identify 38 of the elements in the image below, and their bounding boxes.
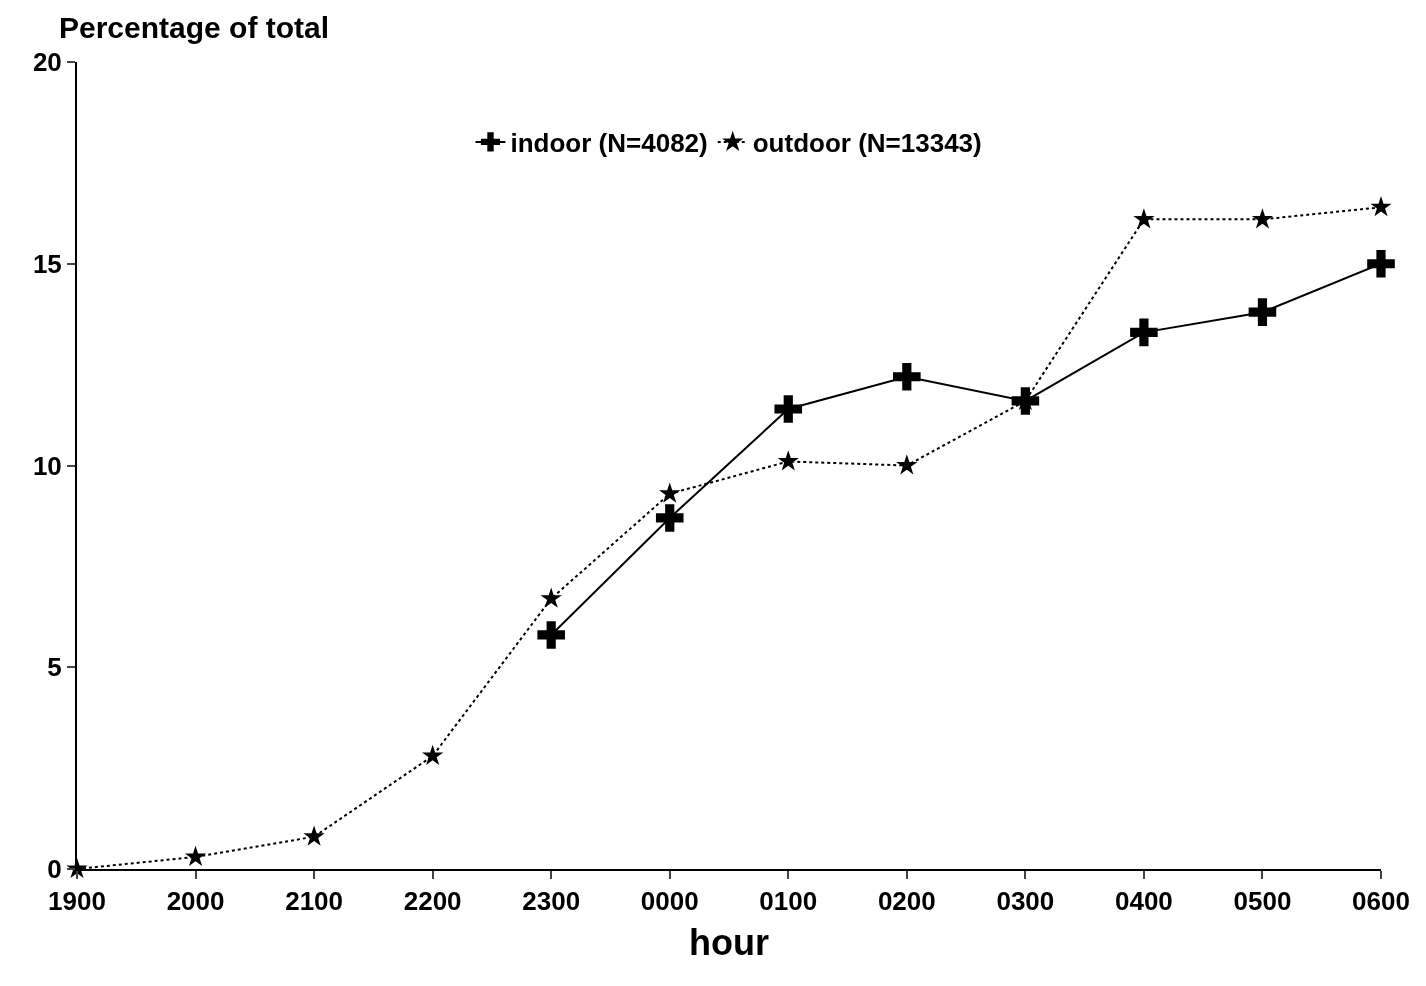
point <box>537 621 565 649</box>
x-tick-label: 2200 <box>403 886 462 917</box>
point <box>184 845 207 866</box>
legend-label: outdoor (N=13343) <box>752 128 982 159</box>
x-tick-label: 0000 <box>640 886 699 917</box>
y-tick-label: 15 <box>32 248 62 279</box>
x-tick-label: 0600 <box>1352 886 1410 917</box>
y-axis-title: Percentage of total <box>59 11 330 44</box>
x-tick-label: 0400 <box>1114 886 1173 917</box>
x-axis-title: hour <box>689 922 769 964</box>
point <box>1133 208 1155 229</box>
x-tick-label: 0200 <box>877 886 936 917</box>
x-tick-label: 2300 <box>522 886 581 917</box>
point <box>777 450 799 471</box>
x-tick-label: 2000 <box>166 886 225 917</box>
point <box>655 504 684 532</box>
point <box>421 744 444 766</box>
y-tick-label: 5 <box>47 652 62 683</box>
x-tick-label: 0100 <box>759 886 818 917</box>
point <box>896 454 918 475</box>
point <box>659 482 681 503</box>
point <box>893 362 921 391</box>
x-tick-label: 0300 <box>996 886 1055 917</box>
point <box>774 395 803 423</box>
y-tick-label: 20 <box>32 47 62 78</box>
point <box>1248 298 1277 326</box>
point <box>1367 249 1395 278</box>
point <box>303 825 325 846</box>
x-tick-label: 1900 <box>48 886 106 917</box>
y-tick-label: 10 <box>32 450 62 481</box>
point <box>1370 196 1392 217</box>
x-tick-label: 2100 <box>285 886 344 917</box>
x-tick-label: 0500 <box>1233 886 1292 917</box>
point <box>1251 208 1274 229</box>
y-tick-label: 0 <box>47 854 62 885</box>
legend-label: indoor (N=4082) <box>510 128 708 159</box>
point <box>540 587 562 608</box>
point <box>1130 318 1158 347</box>
